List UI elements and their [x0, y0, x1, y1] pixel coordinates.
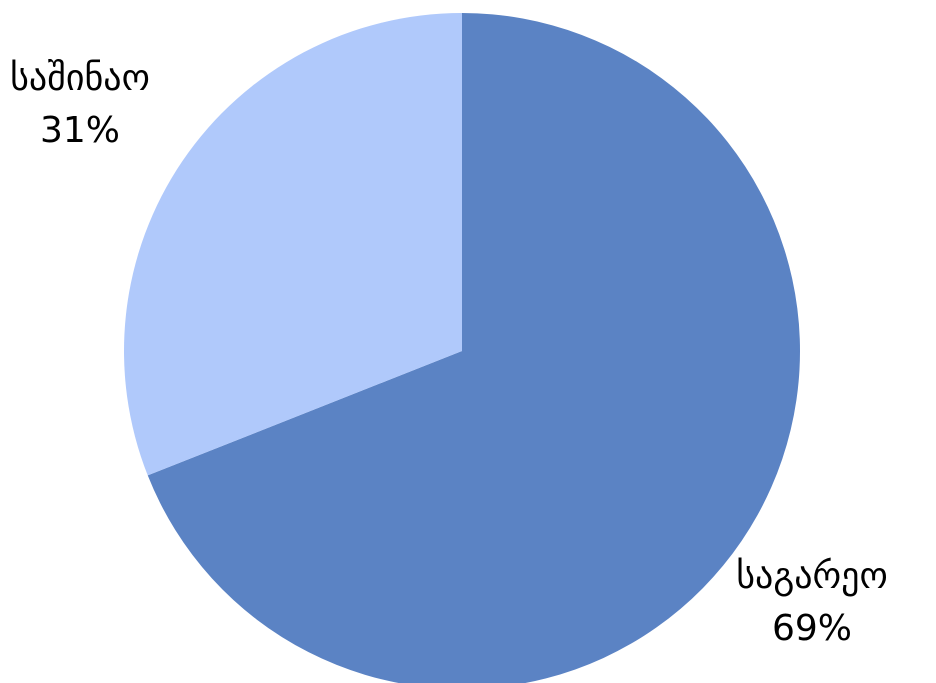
- slice-label-1: საგარეო: [736, 556, 888, 597]
- slice-value-label-1: 69%: [772, 608, 852, 649]
- slices-layer: [124, 13, 800, 683]
- pie-slice-1: [147, 13, 800, 683]
- slice-value-label-2: 31%: [40, 110, 120, 151]
- pie-slice-2: [124, 13, 462, 476]
- slice-label-2: საშინაო: [10, 58, 150, 99]
- labels-layer: საგარეო 69% საშინაო 31%: [10, 58, 888, 649]
